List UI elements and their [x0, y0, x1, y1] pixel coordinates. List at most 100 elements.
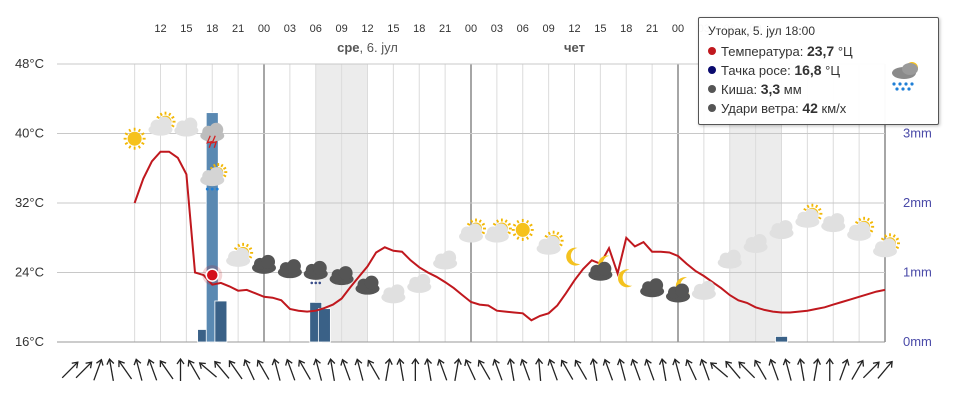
hover-tooltip: Уторак, 5. јул 18:00 Температура: 23,7 °… [698, 17, 939, 125]
wind-arrow [644, 358, 655, 381]
wind-arrow [547, 358, 558, 381]
x-tick-label: 15 [594, 23, 606, 35]
wind-arrow [738, 361, 756, 379]
wind-arrow [453, 358, 462, 381]
tooltip-row: Киша: 3,3 мм [708, 80, 929, 99]
dark-cloud-icon [329, 266, 354, 286]
wind-arrow [133, 358, 143, 381]
tooltip-dot [708, 66, 716, 74]
tooltip-unit: км/х [817, 101, 847, 116]
wind-arrow [797, 358, 805, 381]
wind-arrow [851, 359, 865, 380]
y-right-tick-label: 2mm [903, 195, 932, 210]
y-right-tick-label: 1mm [903, 265, 932, 280]
wind-arrows [61, 357, 893, 382]
day-labels: сре, 6. јул чет [337, 40, 585, 55]
wind-arrow [506, 358, 515, 381]
wind-arrow [672, 358, 682, 381]
moon-dark-cloud-icon [588, 255, 613, 281]
wind-arrow [839, 358, 850, 381]
x-tick-label: 12 [568, 23, 580, 35]
wind-arrow [813, 358, 822, 381]
wind-arrow [602, 358, 614, 381]
wind-arrow [658, 358, 667, 381]
wind-arrow [187, 359, 201, 380]
tooltip-label: Киша: [721, 82, 761, 97]
wind-arrow [367, 359, 380, 380]
wind-arrow [535, 357, 544, 382]
wind-arrow [877, 360, 893, 379]
cloud-icon [717, 249, 742, 269]
y-right-tick-label: 0mm [903, 334, 932, 349]
highlight-marker [205, 268, 219, 282]
x-tick-label: 06 [310, 23, 322, 35]
tooltip-dot [708, 47, 716, 55]
wind-arrow [243, 359, 255, 381]
wind-arrow [424, 358, 433, 381]
cloud-icon [174, 117, 199, 137]
y-axis-right: 0mm 1mm 2mm 3mm [903, 126, 932, 350]
tooltip-dot [708, 104, 716, 112]
y-left-tick-label: 40°C [15, 126, 44, 141]
wind-arrow [106, 358, 115, 381]
cloud-icon [381, 284, 406, 304]
day-label-date: , 6. јул [360, 40, 398, 55]
tooltip-row: Тачка росе: 16,8 °Ц [708, 61, 929, 80]
tooltip-value: 3,3 [760, 81, 781, 97]
wind-arrow [725, 360, 741, 379]
dark-cloud-icon [252, 254, 276, 274]
sun-cloud-icon [148, 111, 176, 136]
sun-cloud-icon [484, 218, 512, 243]
wind-arrow [589, 358, 598, 381]
tooltip-value: 42 [802, 100, 818, 116]
rain-cloud-sun-icon [892, 62, 918, 91]
precip-bar [775, 336, 788, 343]
wind-arrow [75, 361, 93, 379]
wind-arrow [862, 361, 880, 379]
wind-arrow [313, 358, 323, 381]
x-tick-label: 03 [491, 23, 503, 35]
wind-arrow [782, 358, 792, 381]
x-tick-label: 21 [232, 23, 244, 35]
tooltip-unit: мм [780, 82, 802, 97]
sun-icon [511, 218, 534, 241]
wind-arrow [709, 362, 729, 378]
wind-arrow [685, 359, 697, 381]
sun-cloud-icon [226, 242, 254, 267]
wind-arrow [198, 362, 217, 378]
x-tick-label: 12 [361, 23, 373, 35]
tooltip-rows: Температура: 23,7 °Ц Тачка росе: 16,8 °Ц К… [708, 42, 929, 118]
highlight-point [202, 265, 223, 286]
wind-arrow [616, 358, 627, 381]
sun-cloud-icon [847, 216, 875, 241]
x-axis-ticks: 12 15 18 21 00 03 06 09 12 15 18 21 00 03 06 09 12 15 18 21… [154, 23, 761, 35]
day-label-weekday: чет [564, 40, 585, 55]
wind-arrow [61, 361, 79, 379]
wind-arrow [825, 357, 834, 381]
wind-arrow [285, 358, 296, 381]
moon-icon [566, 247, 581, 266]
x-tick-label: 09 [336, 23, 348, 35]
cloud-icon [743, 233, 768, 253]
x-tick-label: 06 [517, 23, 529, 35]
x-tick-label: 15 [180, 23, 192, 35]
tooltip-dot [708, 85, 716, 93]
wind-arrow [436, 358, 448, 381]
y-right-tick-label: 3mm [903, 126, 932, 141]
wind-arrow [146, 358, 158, 381]
cloud-icon [691, 280, 716, 300]
x-tick-label: 00 [258, 23, 270, 35]
wind-arrow [768, 358, 779, 381]
tooltip-label: Удари ветра: [721, 101, 803, 116]
wind-arrow [464, 359, 476, 381]
wind-arrow [354, 358, 364, 381]
cloud-icon [821, 213, 846, 233]
wind-arrow [118, 360, 133, 380]
dark-cloud-icon [277, 259, 302, 279]
day-label-weekday: сре [337, 40, 359, 55]
wind-arrow [560, 359, 574, 380]
x-tick-label: 00 [672, 23, 684, 35]
temperature-line [133, 150, 886, 322]
y-left-tick-label: 48°C [15, 56, 44, 71]
wind-arrow [477, 359, 491, 380]
